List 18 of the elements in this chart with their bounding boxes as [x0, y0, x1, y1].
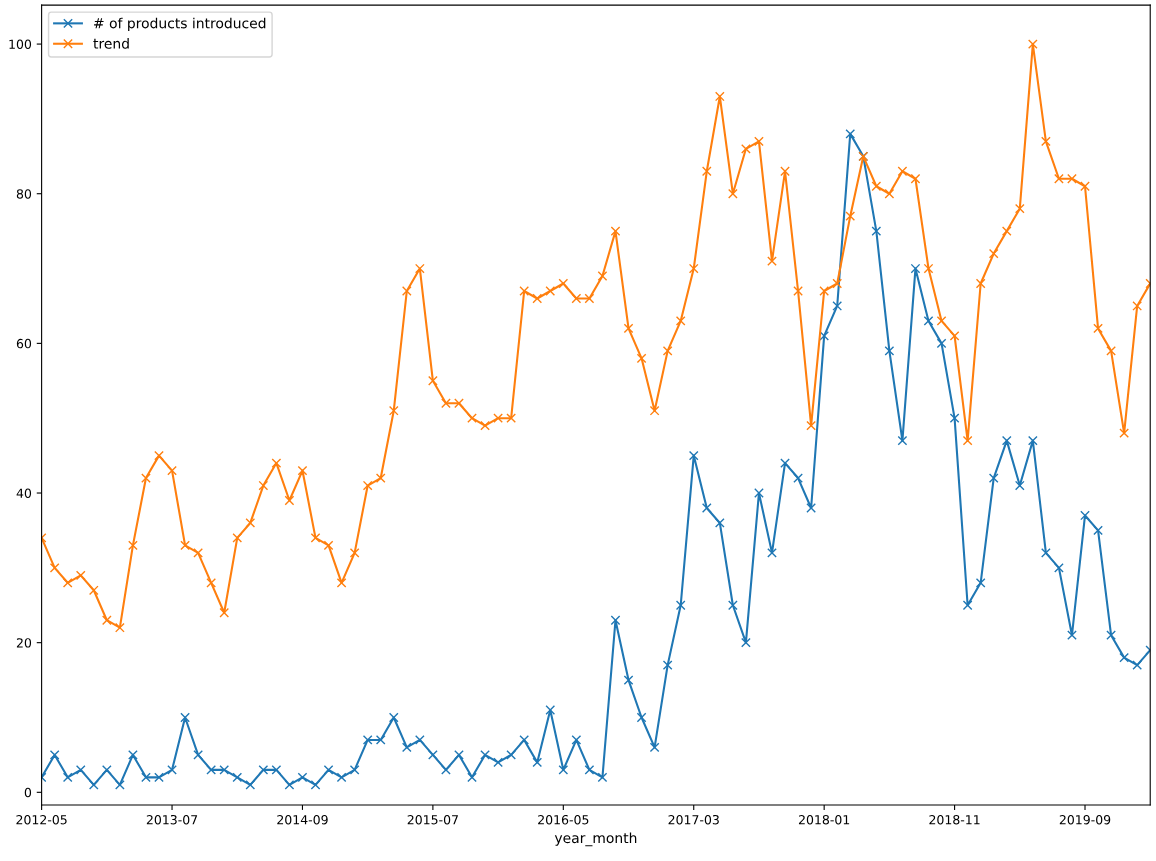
x-axis-title: year_month [554, 832, 637, 847]
x-tick-label: 2018-01 [798, 814, 850, 825]
x-tick-label: 2016-05 [538, 814, 589, 825]
x-tick-label: 2014-09 [277, 814, 328, 825]
y-tick-label: 0 [24, 787, 32, 798]
legend-label: # of products introduced [94, 17, 266, 32]
y-tick-label: 40 [16, 488, 32, 498]
x-tick-label: 2013-07 [146, 814, 198, 825]
y-tick-label: 100 [9, 39, 32, 49]
x-tick-label: 2018-11 [929, 814, 980, 825]
x-tick-label: 2019-09 [1059, 814, 1111, 825]
legend-label: trend [93, 38, 129, 49]
x-tick-label: 2012-05 [16, 814, 67, 825]
y-tick-label: 20 [16, 638, 32, 648]
x-tick-label: 2017-03 [668, 814, 719, 825]
x-tick-label: 2015-07 [407, 814, 458, 825]
y-tick-label: 60 [16, 338, 32, 349]
y-tick-label: 80 [16, 189, 32, 199]
